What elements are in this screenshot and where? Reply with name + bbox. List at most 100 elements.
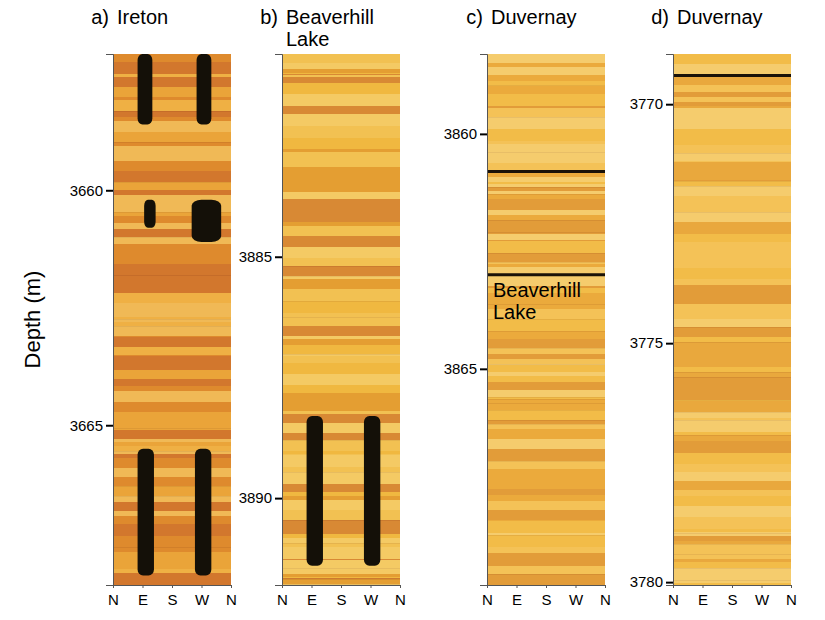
texture-band [673,319,791,327]
tick: W [755,585,770,608]
texture-band [113,511,231,516]
y-axis: 377037753780 [630,55,674,591]
texture-band [487,94,605,106]
bed-boundary [487,273,605,276]
texture-band [487,449,605,461]
tick-label: 3885 [239,248,272,265]
texture-band [487,365,605,372]
tick-label: N [786,591,797,608]
texture-band [487,144,605,152]
texture-band [487,67,605,75]
texture-band [113,303,231,306]
texture-band [673,441,791,453]
texture-band [282,138,400,149]
texture-band [113,468,231,477]
texture-band [487,348,605,354]
texture-band [282,54,400,63]
tick: N [600,585,611,608]
texture-band [113,158,231,161]
texture-band [113,430,231,439]
plot-area [673,54,791,585]
tick-label: N [226,591,237,608]
tick-mark [143,585,144,588]
texture-band [487,510,605,520]
tick-label: 3865 [444,360,477,377]
texture-band [673,92,791,97]
texture-band [673,542,791,544]
tick-label: 3660 [70,182,103,199]
axis-line [283,586,401,589]
texture-band [282,433,400,440]
texture-band [673,212,791,222]
tick-mark [666,104,673,106]
tick-mark [172,585,173,588]
tick-mark [517,585,518,588]
tick: S [541,585,551,608]
texture-band [282,247,400,251]
texture-band [673,342,791,345]
texture-band [113,418,231,423]
annotation: BeaverhillLake [493,279,581,323]
texture-band [487,430,605,439]
texture-band [487,574,605,585]
tick: W [195,585,210,608]
texture-band [487,331,605,339]
tick-mark [282,585,283,588]
texture-band [113,132,231,142]
y-axis: 3860 3865 [444,55,488,586]
texture-band [673,54,791,64]
texture-band [487,461,605,469]
tick-label: S [541,591,551,608]
tick-label: W [364,591,379,608]
texture-band [113,77,231,87]
tick: N [395,585,406,608]
texture-band [113,496,231,502]
axis-line [480,55,488,586]
texture-band [282,236,400,237]
texture-line [282,354,400,355]
texture-band [113,190,231,195]
x-axis: NESWN [482,585,611,608]
tick-label: 3665 [70,417,103,434]
tick: 3860 [444,125,487,142]
texture-band [487,390,605,397]
texture-band [113,264,231,275]
texture-band [673,583,791,585]
tick-mark [106,425,113,427]
texture-band [282,363,400,374]
tick-label: 3775 [630,334,663,351]
texture-band [113,347,231,355]
texture-band [282,313,400,317]
texture-band [673,234,791,242]
texture-band [282,374,400,385]
texture-band [282,106,400,114]
texture-band [673,377,791,379]
tick-mark [400,585,401,588]
panel-title: Duvernay [491,6,577,28]
plot-area [487,54,605,585]
texture-band [113,142,231,146]
texture-band [282,560,400,568]
texture-band [282,520,400,526]
texture-band [487,234,605,240]
tick-mark [703,585,704,588]
tick-label: 3860 [444,125,477,142]
texture-band [282,454,400,455]
texture-band [487,535,605,547]
tick-label: N [395,591,406,608]
texture-band [673,108,791,118]
tick-mark [341,585,342,588]
texture-band [113,355,231,356]
texture-band [487,194,605,199]
texture-band [487,424,605,429]
texture-band [673,532,791,533]
texture-band [487,108,605,117]
texture-band [282,180,400,192]
texture-line [673,181,791,182]
texture-band [282,484,400,492]
tick: 3865 [444,360,487,377]
texture-band [673,182,791,186]
tick: W [364,585,379,608]
tick-mark [487,585,488,588]
plot-area [282,54,400,585]
